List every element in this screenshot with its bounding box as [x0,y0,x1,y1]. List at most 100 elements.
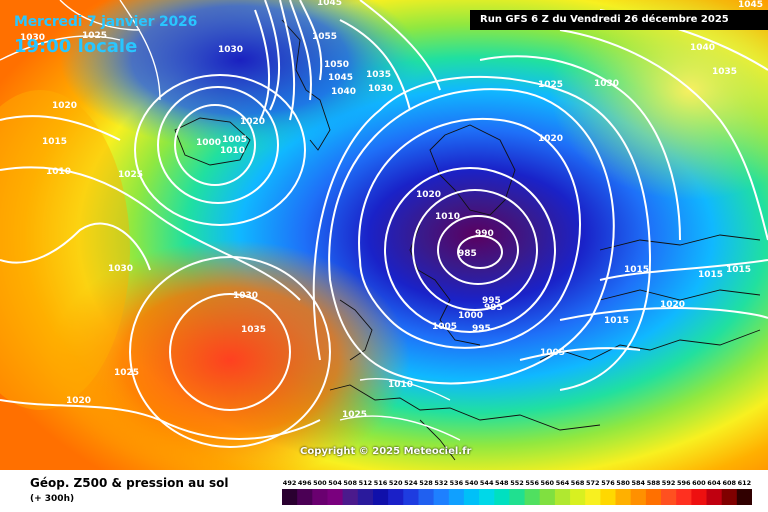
scale-tick-label: 532 [434,479,448,487]
pressure-label: 1025 [82,31,107,41]
scale-swatch [373,489,389,505]
pressure-label: 1010 [220,146,245,156]
scale-tick-label: 524 [404,479,418,487]
pressure-label: 1035 [712,67,737,77]
scale-tick-label: 592 [662,479,676,487]
scale-swatch [691,489,708,505]
scale-swatch [706,489,723,505]
pressure-label: 1020 [660,300,685,310]
pressure-label: 1040 [331,87,356,97]
legend-footer: Géop. Z500 & pression au sol (+ 300h) 49… [0,470,768,512]
pressure-label: 1020 [66,396,91,406]
scale-tick-label: 528 [419,479,433,487]
pressure-label: 1045 [317,0,342,8]
scale-swatch [282,489,298,505]
pressure-label: 1025 [538,80,563,90]
scale-swatch [312,489,328,505]
scale-tick-label: 584 [632,479,646,487]
forecast-date: Mercredi 7 janvier 2026 [14,14,198,30]
scale-tick-label: 596 [677,479,691,487]
scale-swatch [736,489,752,505]
scale-tick-label: 516 [374,479,388,487]
scale-tick-label: 536 [450,479,464,487]
scale-swatch [494,489,510,505]
pressure-label: 1045 [738,0,763,10]
pressure-label: 1030 [594,79,619,89]
pressure-label: 1035 [366,70,391,80]
pressure-label: 1020 [416,190,441,200]
scale-swatch [403,489,419,505]
pressure-label: 990 [475,229,494,239]
pressure-labels: 1030 1025 1020 1015 1010 1025 1000 1005 … [20,0,763,420]
pressure-label: 1005 [540,348,565,358]
scale-tick-label: 544 [480,479,494,487]
pressure-label: 1035 [241,325,266,335]
scale-swatch [509,489,526,505]
scale-tick-label: 548 [495,479,509,487]
pressure-label: 1005 [432,322,457,332]
scale-tick-label: 500 [313,479,327,487]
pressure-label: 995 [472,324,491,334]
pressure-label: 1015 [624,265,649,275]
pressure-label: 1000 [196,138,221,148]
scale-tick-label: 600 [692,479,706,487]
pressure-label: 1020 [240,117,265,127]
pressure-label: 1015 [42,137,67,147]
scale-swatch [554,489,571,505]
scale-swatch [676,489,692,505]
scale-swatch [600,489,617,505]
scale-tick-label: 560 [541,479,555,487]
legend-title: Géop. Z500 & pression au sol [30,476,229,490]
northwest-trough [60,0,420,150]
scale-tick-label: 540 [465,479,479,487]
pressure-label: 1025 [342,410,367,420]
scale-swatch [463,489,480,505]
weather-map: 1030 1025 1020 1015 1010 1025 1000 1005 … [0,0,768,470]
pressure-label: 1030 [218,45,243,55]
pressure-label: 1010 [435,212,460,222]
scale-swatch [721,489,738,505]
pressure-label: 1030 [108,264,133,274]
scale-tick-label: 580 [616,479,630,487]
color-scale: 492 496 500 504 508 512 516 520 524 528 532 536 540 5… [282,479,752,505]
scale-swatch [539,489,556,505]
scale-swatch [388,489,404,505]
scale-tick-label: 508 [343,479,357,487]
pressure-label: 1010 [388,380,413,390]
pressure-label: 1030 [368,84,393,94]
scale-tick-label: 612 [738,479,752,487]
pressure-label: 1005 [222,135,247,145]
scale-tick-label: 576 [601,479,615,487]
scale-tick-label: 588 [647,479,661,487]
scale-tick-label: 604 [707,479,721,487]
coastlines [174,19,761,461]
pressure-label: 1040 [690,43,715,53]
pressure-label: 995 [482,296,501,306]
scale-swatch [630,489,647,505]
pressure-label: 1030 [233,291,258,301]
scale-tick-label: 492 [283,479,297,487]
pressure-label: 1015 [604,316,629,326]
scale-tick-label: 572 [586,479,600,487]
pressure-label: 1020 [538,134,563,144]
forecast-lead-time: (+ 300h) [30,494,75,504]
pressure-label: 995 [484,303,503,313]
scale-tick-label: 520 [389,479,403,487]
scale-tick-label: 504 [328,479,342,487]
scale-tick-label: 496 [298,479,312,487]
scale-swatch [661,489,677,505]
scale-swatch [479,489,495,505]
forecast-time: 19:00 locale [14,36,138,57]
scale-swatch [433,489,450,505]
northeast-ridge [550,0,768,200]
scale-tick-label: 552 [510,479,524,487]
scale-swatch [342,489,359,505]
pressure-label: 1000 [458,311,483,321]
scale-tick-label: 512 [359,479,373,487]
scale-swatch [357,489,374,505]
scale-swatch [645,489,662,505]
scale-swatch [570,489,586,505]
scale-tick-label: 608 [723,479,737,487]
pressure-label: 1030 [20,33,45,43]
